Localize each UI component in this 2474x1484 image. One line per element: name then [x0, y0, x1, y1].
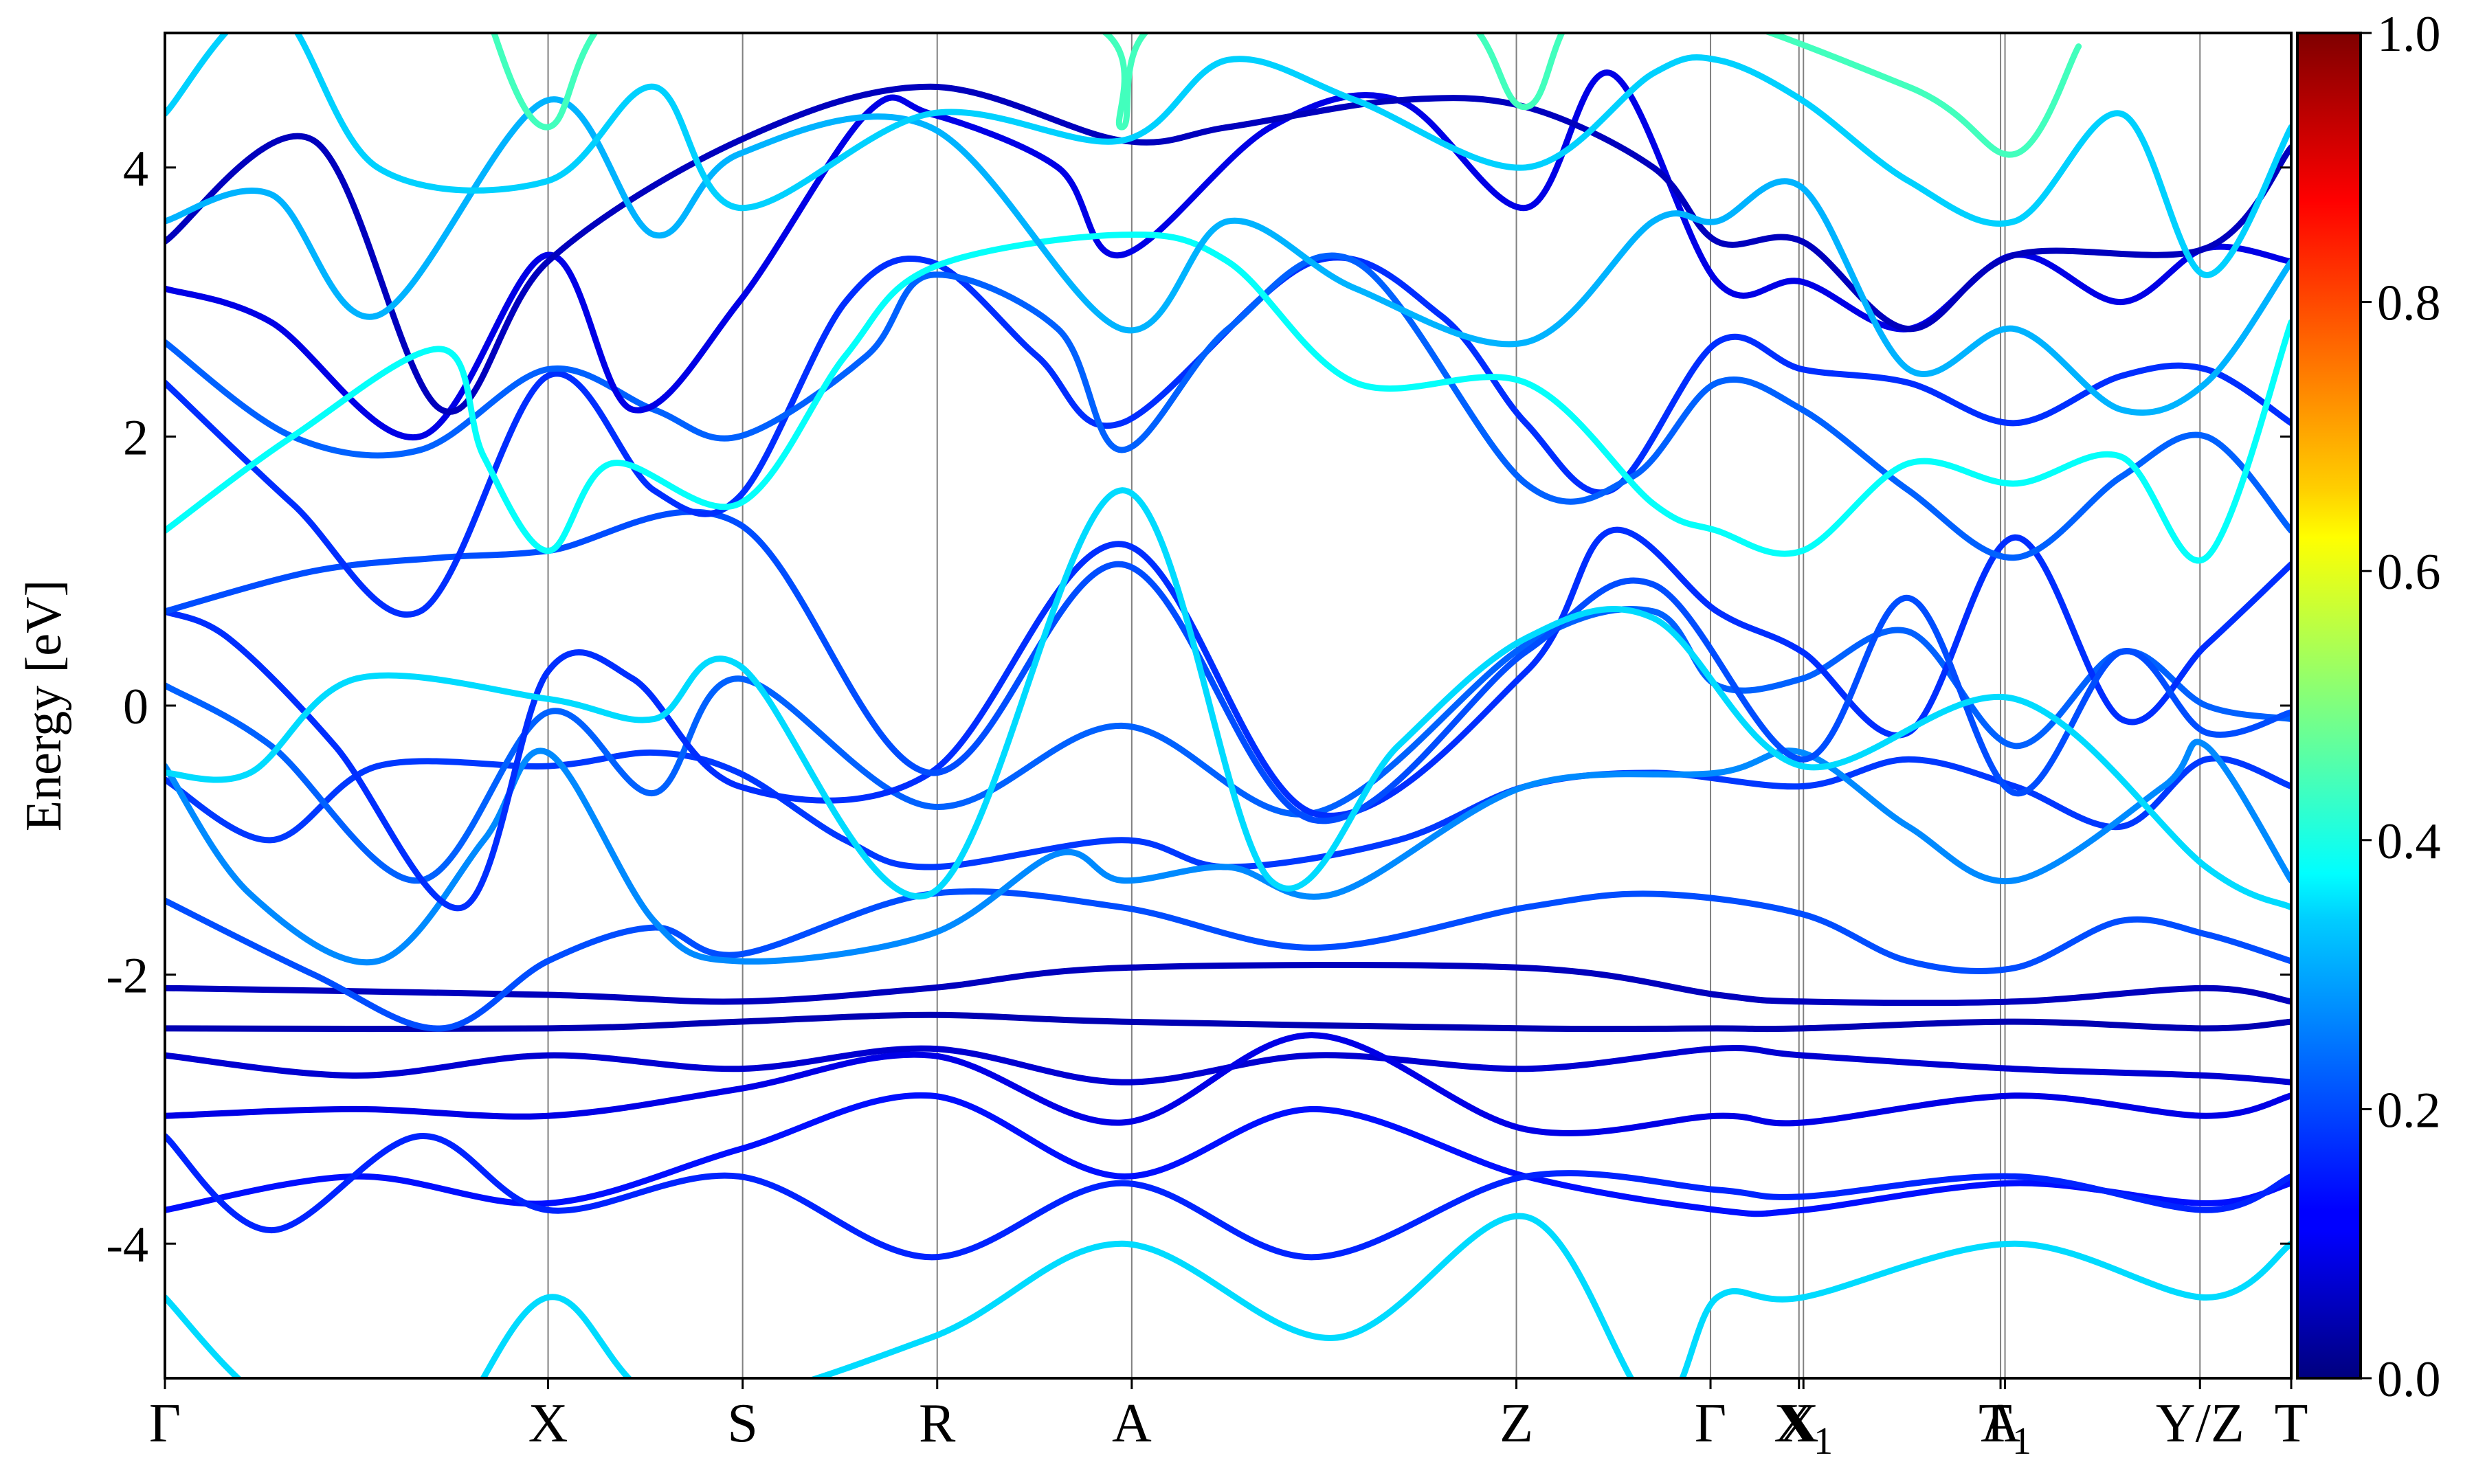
band-line-6: [165, 1213, 2291, 1378]
band-line-3: [165, 1032, 2291, 1136]
kpoint-label-6: Γ: [1695, 1393, 1726, 1454]
kpoint-label-7: X: [1779, 1393, 1819, 1454]
kpoint-label-11: Y/Z: [2156, 1393, 2244, 1454]
y-tick-label-4: -4: [106, 1217, 148, 1273]
kpoint-label-1: X: [528, 1393, 568, 1454]
kpoint-label-3: R: [919, 1393, 956, 1454]
band-lines: [165, 33, 2291, 1378]
band-line-15: [165, 252, 2291, 561]
band-line-9: [165, 739, 2291, 966]
y-tick-label-0: 4: [123, 141, 148, 197]
band-line-20: [165, 33, 2291, 278]
y-tick-label-1: 2: [123, 409, 148, 466]
band-line-18: [165, 231, 2291, 564]
colorbar-tick-label-0: 0.0: [2377, 1351, 2441, 1408]
band-line-10: [165, 606, 2291, 884]
band-line-21: [491, 33, 2082, 158]
band-line-1: [165, 1011, 2291, 1033]
colorbar-tick-label-3: 0.6: [2377, 544, 2441, 600]
band-line-12: [165, 508, 2291, 824]
colorbar-tick-label-4: 0.8: [2377, 276, 2441, 332]
kpoint-label-0: Γ: [149, 1393, 181, 1454]
band-line-17: [165, 83, 2291, 415]
kpoint-label-10: T1: [1979, 1393, 2031, 1463]
colorbar-gradient: [2296, 32, 2362, 1380]
band-line-14: [165, 254, 2291, 618]
kpoint-divider-lines: [547, 33, 2201, 1378]
colorbar-tick-label-2: 0.4: [2377, 813, 2441, 870]
kpoint-label-12: T: [2275, 1393, 2308, 1454]
kpoint-label-5: Z: [1500, 1393, 1533, 1454]
x-axis-kpoints: Γ X S R A Z Γ XX1 AT1 Y/Z T: [149, 1378, 2308, 1463]
y-tick-label-2: 0: [123, 679, 148, 735]
y-axis-label: Energy [eV]: [16, 580, 72, 831]
kpoint-label-4: A: [1112, 1393, 1152, 1454]
kpoint-label-2: S: [727, 1393, 758, 1454]
band-line-5: [165, 1133, 2291, 1261]
band-line-7: [165, 888, 2291, 1032]
colorbar: 0.0 0.2 0.4 0.6 0.8 1.0: [2296, 6, 2441, 1408]
y-axis: 4 2 0 -2 -4: [106, 141, 2291, 1273]
kpoint-label-9: A: [1981, 1393, 2020, 1454]
kpoint-label-8: X1: [1774, 1393, 1833, 1463]
colorbar-tick-label-1: 0.2: [2377, 1082, 2441, 1138]
band-line-13: [165, 487, 2291, 911]
band-line-2: [165, 1045, 2291, 1086]
band-line-4: [165, 1092, 2291, 1217]
band-line-19: [165, 96, 2291, 416]
y-tick-label-3: -2: [106, 948, 148, 1004]
band-line-11: [165, 526, 2291, 912]
band-line-0: [165, 962, 2291, 1007]
colorbar-tick-label-5: 1.0: [2377, 6, 2441, 63]
